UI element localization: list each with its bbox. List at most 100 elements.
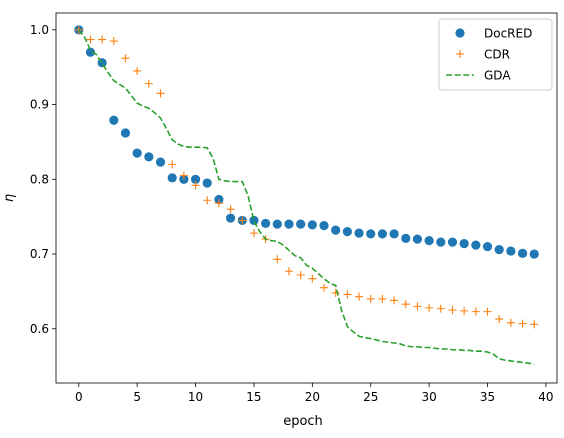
cdr-point (214, 199, 223, 208)
series-layer (74, 25, 539, 365)
docred-point (354, 228, 364, 238)
cdr-point (168, 160, 177, 169)
x-tick-label: 15 (246, 390, 261, 404)
docred-point (424, 236, 434, 246)
docred-point (319, 221, 329, 231)
cdr-point (355, 292, 364, 301)
legend-box (438, 18, 553, 91)
x-tick-label: 10 (188, 390, 203, 404)
x-tick-label: 0 (75, 390, 83, 404)
cdr-point (203, 196, 212, 205)
docred-point (517, 248, 528, 258)
cdr-point (425, 303, 434, 312)
y-tick-label: 0.9 (30, 98, 49, 112)
legend-label: DocRED (484, 27, 532, 41)
docred-point (436, 237, 446, 247)
docred-point (167, 173, 177, 183)
docred-point (307, 220, 317, 230)
docred-point (272, 219, 282, 229)
cdr-point (436, 304, 445, 313)
cdr-point (460, 306, 469, 315)
x-tick-label: 20 (305, 390, 320, 404)
docred-point (202, 178, 212, 188)
docred-point (331, 225, 341, 235)
series-gda (78, 29, 535, 365)
cdr-point (249, 229, 258, 238)
x-tick-label: 25 (363, 390, 378, 404)
x-axis-ticks: 0 5 10 15 20 25 30 35 40 (75, 383, 554, 404)
legend-docred-sample (455, 28, 465, 38)
cdr-point (506, 318, 515, 327)
y-tick-label: 1.0 (30, 23, 49, 37)
docred-point (459, 238, 469, 249)
cdr-point (331, 288, 340, 297)
cdr-point (308, 274, 317, 283)
cdr-point (471, 307, 480, 316)
docred-point (85, 47, 96, 57)
docred-point (155, 157, 166, 167)
docred-point (296, 219, 306, 229)
cdr-point (238, 216, 247, 225)
y-axis-label: η (2, 194, 17, 202)
docred-point (109, 115, 119, 125)
cdr-point (284, 267, 293, 276)
docred-point (412, 234, 423, 244)
docred-point (120, 128, 131, 138)
docred-point (366, 229, 376, 239)
legend-label: GDA (484, 69, 511, 83)
cdr-point (401, 300, 410, 309)
cdr-point (320, 283, 329, 292)
cdr-point (378, 294, 387, 303)
cdr-point (226, 205, 235, 214)
legend: DocRED CDR GDA (438, 18, 553, 91)
legend-label: CDR (484, 48, 510, 62)
cdr-point (156, 89, 165, 98)
cdr-point (483, 307, 492, 316)
cdr-point (273, 255, 282, 264)
docred-point (506, 246, 516, 256)
cdr-point (448, 306, 457, 315)
docred-point (494, 244, 504, 255)
cdr-point (179, 171, 188, 180)
docred-point (401, 233, 411, 243)
y-tick-label: 0.8 (30, 172, 49, 186)
plot-area-frame (55, 12, 558, 384)
docred-point (225, 213, 236, 223)
y-axis-ticks: 0.6 0.7 0.8 0.9 1.0 (30, 23, 56, 336)
docred-point (377, 229, 388, 239)
x-tick-label: 35 (480, 390, 495, 404)
cdr-point (413, 302, 422, 311)
cdr-point (343, 290, 352, 299)
cdr-point (133, 66, 142, 75)
cdr-point (144, 79, 153, 88)
cdr-point (121, 54, 130, 63)
docred-point (482, 241, 493, 252)
cdr-point (390, 296, 399, 305)
docred-point (132, 148, 142, 158)
docred-point (447, 237, 458, 247)
y-tick-label: 0.6 (30, 322, 49, 336)
y-tick-label: 0.7 (30, 247, 49, 261)
legend-cdr-sample (456, 50, 464, 58)
cdr-point (296, 270, 305, 279)
cdr-point (495, 315, 504, 324)
cdr-point (98, 35, 107, 44)
gda-line (78, 29, 535, 365)
x-tick-label: 5 (133, 390, 141, 404)
cdr-point (366, 294, 375, 303)
cdr-point (530, 320, 539, 329)
docred-point (144, 152, 154, 162)
docred-point (529, 249, 539, 259)
docred-point (342, 227, 352, 237)
cdr-point (191, 181, 200, 190)
docred-point (261, 218, 271, 229)
docred-point (284, 219, 294, 229)
docred-point (249, 215, 259, 226)
cdr-point (518, 319, 527, 328)
cdr-point (109, 37, 118, 46)
docred-point (389, 229, 399, 239)
docred-point (190, 174, 201, 184)
x-tick-label: 30 (421, 390, 436, 404)
